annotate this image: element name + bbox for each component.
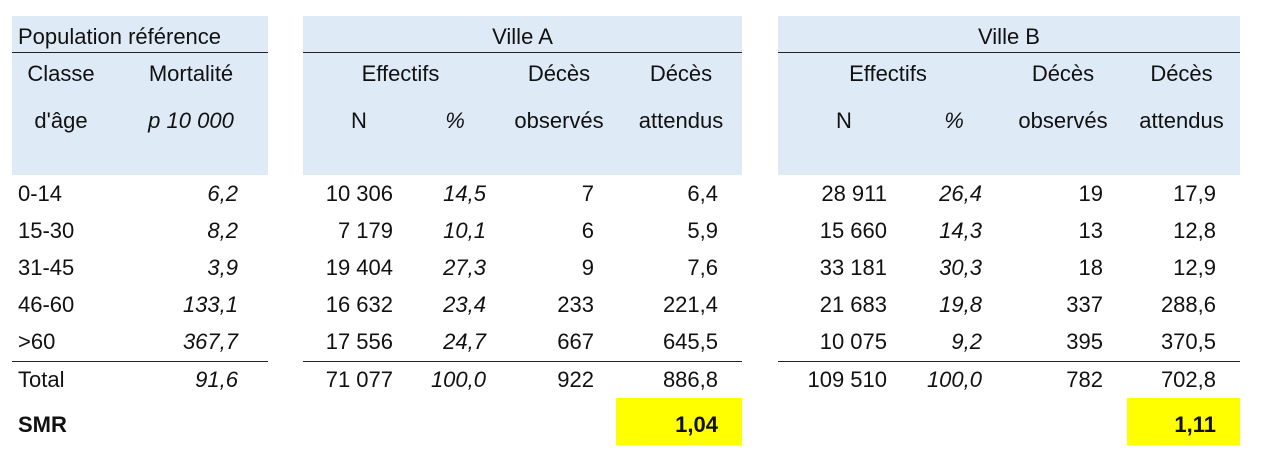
- city-a-effectifs-header: Effectifs: [361, 61, 440, 86]
- city-a-expected-cell: 221,4: [662, 292, 718, 317]
- city-a-n-cell: 19 404: [325, 255, 393, 280]
- city-b-total-expected: 702,8: [1160, 367, 1216, 392]
- mortality-header-line1: Mortalité: [148, 61, 234, 86]
- city-b-n-cell: 33 181: [819, 255, 887, 280]
- city-a-n-cell: 7 179: [337, 218, 393, 243]
- city-b-n-cell: 10 075: [819, 329, 887, 354]
- city-a-title: Ville A: [492, 24, 553, 49]
- city-b-total-n: 109 510: [807, 367, 887, 392]
- mortality-cell: 3,9: [207, 255, 238, 280]
- city-b-title-underline: [778, 52, 1240, 53]
- age-class-cell: 15-30: [18, 218, 75, 243]
- age-class-cell: 0-14: [18, 181, 63, 206]
- city-b-n-header: N: [836, 108, 852, 133]
- city-b-pct-cell: 26,4: [939, 181, 982, 206]
- city-a-n-cell: 17 556: [325, 329, 393, 354]
- age-class-cell: 31-45: [18, 255, 75, 280]
- city-a-observed-cell: 233: [557, 292, 594, 317]
- city-b-total-separator-line: [778, 361, 1240, 362]
- mortality-header-line2: p 10 000: [148, 108, 234, 133]
- city-b-pct-cell: 14,3: [939, 218, 982, 243]
- city-a-observed-header-line1: Décès: [527, 61, 591, 86]
- city-b-expected-cell: 370,5: [1160, 329, 1216, 354]
- city-b-title: Ville B: [978, 24, 1040, 49]
- city-b-n-cell: 15 660: [819, 218, 887, 243]
- city-a-pct-cell: 23,4: [443, 292, 486, 317]
- city-a-observed-cell: 9: [581, 255, 594, 280]
- city-b-expected-header-line2: attendus: [1139, 108, 1224, 133]
- mortality-cell: 367,7: [182, 329, 238, 354]
- city-b-block: Ville B Effectifs N % Décès observés Déc…: [778, 16, 1240, 446]
- age-class-cell: >60: [18, 329, 56, 354]
- city-b-expected-cell: 12,9: [1173, 255, 1216, 280]
- mortality-cell: 8,2: [207, 218, 238, 243]
- city-a-smr-value: 1,04: [675, 412, 718, 437]
- mortality-cell: 6,2: [207, 181, 238, 206]
- city-b-total-observed: 782: [1066, 367, 1103, 392]
- total-label: Total: [18, 367, 65, 392]
- city-b-observed-cell: 395: [1066, 329, 1103, 354]
- city-b-observed-cell: 13: [1078, 218, 1103, 243]
- reference-header-background: [12, 16, 268, 175]
- city-a-observed-cell: 667: [557, 329, 594, 354]
- city-a-title-underline: [303, 52, 742, 53]
- city-a-total-observed: 922: [557, 367, 594, 392]
- city-a-observed-cell: 6: [581, 218, 594, 243]
- city-a-smr-highlight: [616, 398, 742, 445]
- city-b-pct-cell: 9,2: [951, 329, 982, 354]
- city-b-n-cell: 28 911: [821, 181, 887, 206]
- city-a-pct-cell: 24,7: [443, 329, 486, 354]
- city-b-expected-header-line1: Décès: [1150, 61, 1213, 86]
- city-b-pct-header: %: [944, 108, 964, 133]
- city-a-total-n: 71 077: [325, 367, 393, 392]
- city-b-observed-cell: 19: [1078, 181, 1103, 206]
- city-a-expected-header-line1: Décès: [649, 61, 713, 86]
- city-a-n-cell: 16 632: [325, 292, 393, 317]
- reference-title-underline: [12, 52, 268, 53]
- city-a-pct-cell: 27,3: [443, 255, 486, 280]
- reference-population-block: Population référence Classe d'âge Mortal…: [12, 16, 268, 446]
- city-b-observed-cell: 18: [1078, 255, 1103, 280]
- total-separator-line: [12, 361, 268, 362]
- city-a-n-header: N: [351, 108, 367, 133]
- city-b-observed-header-line2: observés: [1018, 108, 1108, 133]
- city-b-expected-cell: 288,6: [1160, 292, 1216, 317]
- age-class-header-line2: d'âge: [34, 108, 88, 133]
- city-b-expected-cell: 12,8: [1173, 218, 1216, 243]
- age-class-cell: 46-60: [18, 292, 75, 317]
- age-class-header-line1: Classe: [27, 61, 95, 86]
- city-a-expected-cell: 5,9: [687, 218, 718, 243]
- city-a-pct-header: %: [445, 108, 465, 133]
- city-b-pct-cell: 30,3: [939, 255, 982, 280]
- city-b-smr-highlight: [1127, 398, 1240, 445]
- total-mortality: 91,6: [195, 367, 238, 392]
- city-b-header-background: [778, 16, 1240, 175]
- city-b-observed-cell: 337: [1066, 292, 1103, 317]
- city-b-observed-header-line1: Décès: [1031, 61, 1095, 86]
- city-b-expected-cell: 17,9: [1173, 181, 1216, 206]
- city-a-header-background: [303, 16, 742, 175]
- city-b-smr-value: 1,11: [1174, 412, 1216, 437]
- city-a-expected-cell: 645,5: [662, 329, 718, 354]
- city-a-n-cell: 10 306: [325, 181, 393, 206]
- city-a-block: Ville A Effectifs N % Décès observés Déc…: [303, 16, 742, 446]
- city-a-pct-cell: 14,5: [443, 181, 486, 206]
- city-a-total-expected: 886,8: [662, 367, 718, 392]
- city-a-observed-header-line2: observés: [514, 108, 604, 133]
- city-b-n-cell: 21 683: [819, 292, 887, 317]
- city-a-observed-cell: 7: [581, 181, 594, 206]
- reference-title: Population référence: [18, 24, 222, 49]
- city-a-expected-cell: 6,4: [687, 181, 718, 206]
- city-a-total-pct: 100,0: [430, 367, 486, 392]
- city-b-effectifs-header: Effectifs: [849, 61, 927, 86]
- city-b-pct-cell: 19,8: [939, 292, 982, 317]
- smr-label: SMR: [18, 412, 67, 437]
- city-a-expected-header-line2: attendus: [638, 108, 724, 133]
- city-a-expected-cell: 7,6: [687, 255, 718, 280]
- mortality-cell: 133,1: [182, 292, 238, 317]
- city-a-total-separator-line: [303, 361, 742, 362]
- city-b-total-pct: 100,0: [926, 367, 982, 392]
- city-a-pct-cell: 10,1: [443, 218, 486, 243]
